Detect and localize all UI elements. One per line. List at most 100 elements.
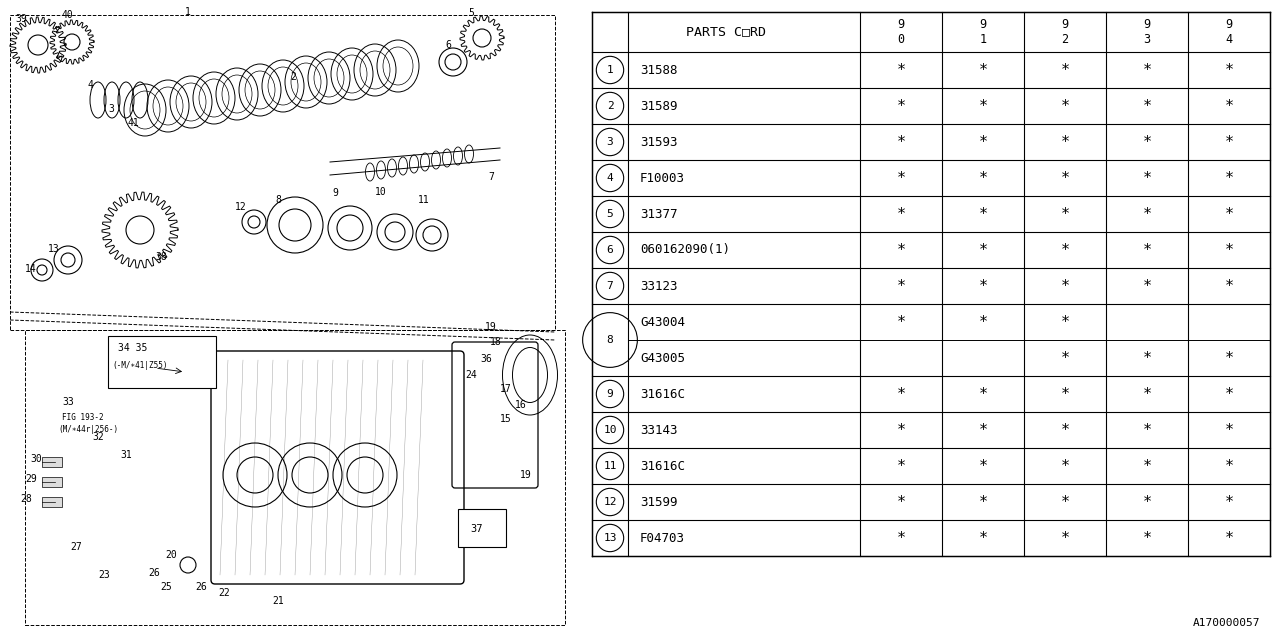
Text: 31589: 31589 [640, 99, 677, 113]
Text: 10: 10 [375, 187, 387, 197]
Text: 7: 7 [488, 172, 494, 182]
Text: 31: 31 [120, 450, 132, 460]
Text: 10: 10 [603, 425, 617, 435]
Text: (-M/∗41|Z55): (-M/∗41|Z55) [113, 361, 168, 370]
Text: *: * [1143, 531, 1152, 545]
Text: 31616C: 31616C [640, 387, 685, 401]
Text: *: * [896, 422, 905, 438]
Text: *: * [1143, 387, 1152, 401]
Text: *: * [1060, 99, 1070, 113]
Text: *: * [1225, 63, 1234, 77]
Text: *: * [978, 314, 988, 330]
Text: 9
0: 9 0 [897, 18, 905, 46]
Text: 5: 5 [468, 8, 474, 18]
Text: 4: 4 [88, 80, 93, 90]
Text: 3: 3 [108, 104, 114, 114]
Text: *: * [896, 243, 905, 257]
Text: 27: 27 [70, 542, 82, 552]
Text: *: * [978, 387, 988, 401]
Text: *: * [1143, 63, 1152, 77]
Text: *: * [896, 495, 905, 509]
Text: 41: 41 [128, 118, 140, 128]
Text: F04703: F04703 [640, 531, 685, 545]
Text: 40: 40 [61, 10, 74, 20]
Text: 4: 4 [607, 173, 613, 183]
Text: A170000057: A170000057 [1193, 618, 1260, 628]
Text: *: * [1225, 99, 1234, 113]
Text: 8: 8 [607, 335, 613, 345]
Text: *: * [978, 170, 988, 186]
Text: *: * [896, 278, 905, 294]
Text: *: * [1225, 458, 1234, 474]
Text: 13: 13 [49, 244, 60, 254]
Text: *: * [896, 63, 905, 77]
Text: 39: 39 [15, 14, 27, 24]
Text: *: * [1143, 99, 1152, 113]
Text: 31593: 31593 [640, 136, 677, 148]
Text: *: * [1143, 170, 1152, 186]
Text: *: * [1225, 278, 1234, 294]
Text: *: * [978, 63, 988, 77]
Text: 9
4: 9 4 [1225, 18, 1233, 46]
Text: 36: 36 [480, 354, 492, 364]
Text: 7: 7 [607, 281, 613, 291]
Text: 28: 28 [20, 494, 32, 504]
Text: 24: 24 [465, 370, 476, 380]
Text: *: * [978, 134, 988, 150]
Bar [458, 509, 506, 547]
Text: *: * [1060, 422, 1070, 438]
Text: 31377: 31377 [640, 207, 677, 221]
Text: 31616C: 31616C [640, 460, 685, 472]
Text: 29: 29 [26, 474, 37, 484]
Text: 1: 1 [186, 7, 191, 17]
Text: PARTS C□RD: PARTS C□RD [686, 26, 765, 38]
Text: 6: 6 [607, 245, 613, 255]
Text: 23: 23 [99, 570, 110, 580]
Bar [10, 15, 556, 330]
Text: (M/∗44r|256-): (M/∗44r|256-) [58, 425, 118, 434]
Bar [42, 477, 61, 487]
Text: G43005: G43005 [640, 351, 685, 365]
Bar [108, 336, 216, 388]
Text: *: * [1060, 351, 1070, 365]
Text: 2: 2 [607, 101, 613, 111]
Text: *: * [1143, 458, 1152, 474]
Text: 25: 25 [160, 582, 172, 592]
Text: *: * [1060, 278, 1070, 294]
Text: 6: 6 [445, 40, 451, 50]
Text: *: * [1225, 170, 1234, 186]
Text: 5: 5 [607, 209, 613, 219]
Text: FIG 193-2: FIG 193-2 [61, 413, 104, 422]
Text: *: * [896, 458, 905, 474]
Text: *: * [1060, 495, 1070, 509]
Text: *: * [1143, 243, 1152, 257]
Text: G43004: G43004 [640, 316, 685, 328]
Text: 33143: 33143 [640, 424, 677, 436]
Text: *: * [1060, 170, 1070, 186]
Text: *: * [1143, 495, 1152, 509]
Bar [26, 330, 564, 625]
Text: *: * [1225, 207, 1234, 221]
Text: *: * [896, 99, 905, 113]
Text: *: * [896, 207, 905, 221]
Text: 2: 2 [291, 72, 296, 82]
Text: *: * [978, 207, 988, 221]
Text: *: * [896, 170, 905, 186]
Text: *: * [896, 314, 905, 330]
Text: 17: 17 [500, 384, 512, 394]
Text: *: * [1060, 458, 1070, 474]
Text: *: * [896, 134, 905, 150]
Text: 21: 21 [273, 596, 284, 606]
Bar [42, 457, 61, 467]
Text: *: * [1225, 422, 1234, 438]
Bar [42, 497, 61, 507]
Text: 31588: 31588 [640, 63, 677, 77]
Text: 34 35: 34 35 [118, 343, 147, 353]
Text: 16: 16 [515, 400, 527, 410]
Text: 26: 26 [195, 582, 207, 592]
Text: 26: 26 [148, 568, 160, 578]
Text: 9: 9 [607, 389, 613, 399]
Text: *: * [1225, 134, 1234, 150]
Text: 19: 19 [485, 322, 497, 332]
Text: 14: 14 [26, 264, 37, 274]
